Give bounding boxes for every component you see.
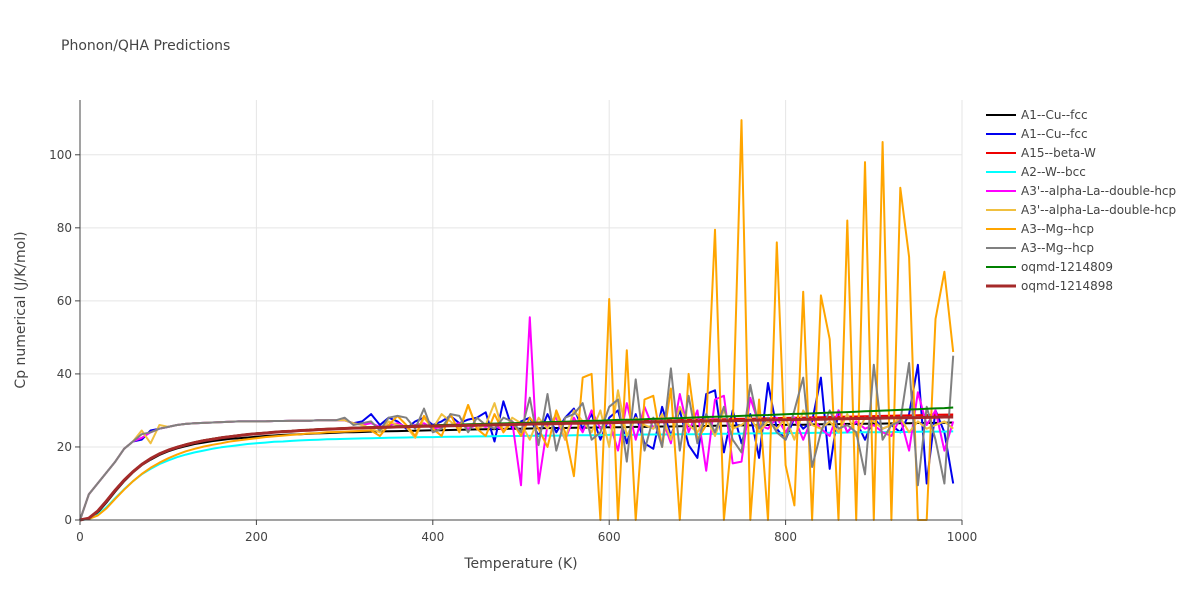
legend-item[interactable]: oqmd-1214809 <box>986 260 1113 274</box>
y-tick-label: 60 <box>57 294 72 308</box>
legend-item[interactable]: A1--Cu--fcc <box>986 127 1088 141</box>
legend-item[interactable]: A3'--alpha-La--double-hcp <box>986 203 1176 217</box>
series-line-2[interactable] <box>79 363 955 521</box>
legend-label: A2--W--bcc <box>1021 165 1086 179</box>
series-line-10[interactable] <box>79 415 954 522</box>
y-tick-label: 100 <box>49 148 72 162</box>
y-tick-label: 20 <box>57 440 72 454</box>
series-line-4[interactable] <box>79 430 954 521</box>
legend-label: A3'--alpha-La--double-hcp <box>1021 184 1176 198</box>
legend-item[interactable]: oqmd-1214898 <box>986 279 1113 293</box>
series-layer <box>79 119 955 522</box>
x-tick-label: 400 <box>421 530 444 544</box>
y-tick-label: 80 <box>57 221 72 235</box>
legend-label: oqmd-1214898 <box>1021 279 1113 293</box>
legend-label: A3--Mg--hcp <box>1021 222 1094 236</box>
series-line-1[interactable] <box>79 421 954 521</box>
series-line-8[interactable] <box>79 355 955 521</box>
chart-title: Phonon/QHA Predictions <box>61 38 230 54</box>
legend-item[interactable]: A3'--alpha-La--double-hcp <box>986 184 1176 198</box>
legend-item[interactable]: A3--Mg--hcp <box>986 222 1094 236</box>
x-tick-label: 1000 <box>947 530 978 544</box>
y-tick-label: 0 <box>64 513 72 527</box>
legend-label: oqmd-1214809 <box>1021 260 1113 274</box>
x-tick-label: 600 <box>598 530 621 544</box>
x-tick-label: 800 <box>774 530 797 544</box>
y-tick-label: 40 <box>57 367 72 381</box>
legend-item[interactable]: A1--Cu--fcc <box>986 108 1088 122</box>
y-axis-title: Cp numerical (J/K/mol) <box>13 231 29 388</box>
x-tick-label: 200 <box>245 530 268 544</box>
legend-label: A3--Mg--hcp <box>1021 241 1094 255</box>
legend[interactable]: A1--Cu--fcc A1--Cu--fcc A15--beta-W A2--W--… <box>986 108 1176 293</box>
legend-item[interactable]: A15--beta-W <box>986 146 1096 160</box>
legend-label: A3'--alpha-La--double-hcp <box>1021 203 1176 217</box>
x-tick-label: 0 <box>76 530 84 544</box>
x-axis-title: Temperature (K) <box>463 556 577 572</box>
series-line-7[interactable] <box>79 119 955 521</box>
legend-item[interactable]: A3--Mg--hcp <box>986 241 1094 255</box>
legend-label: A1--Cu--fcc <box>1021 108 1088 122</box>
legend-item[interactable]: A2--W--bcc <box>986 165 1086 179</box>
grid-layer <box>80 100 963 520</box>
legend-label: A15--beta-W <box>1021 146 1096 160</box>
axis-layer: 0 200 400 600 800 1000 0 20 40 60 80 100 <box>49 100 977 544</box>
legend-label: A1--Cu--fcc <box>1021 127 1088 141</box>
